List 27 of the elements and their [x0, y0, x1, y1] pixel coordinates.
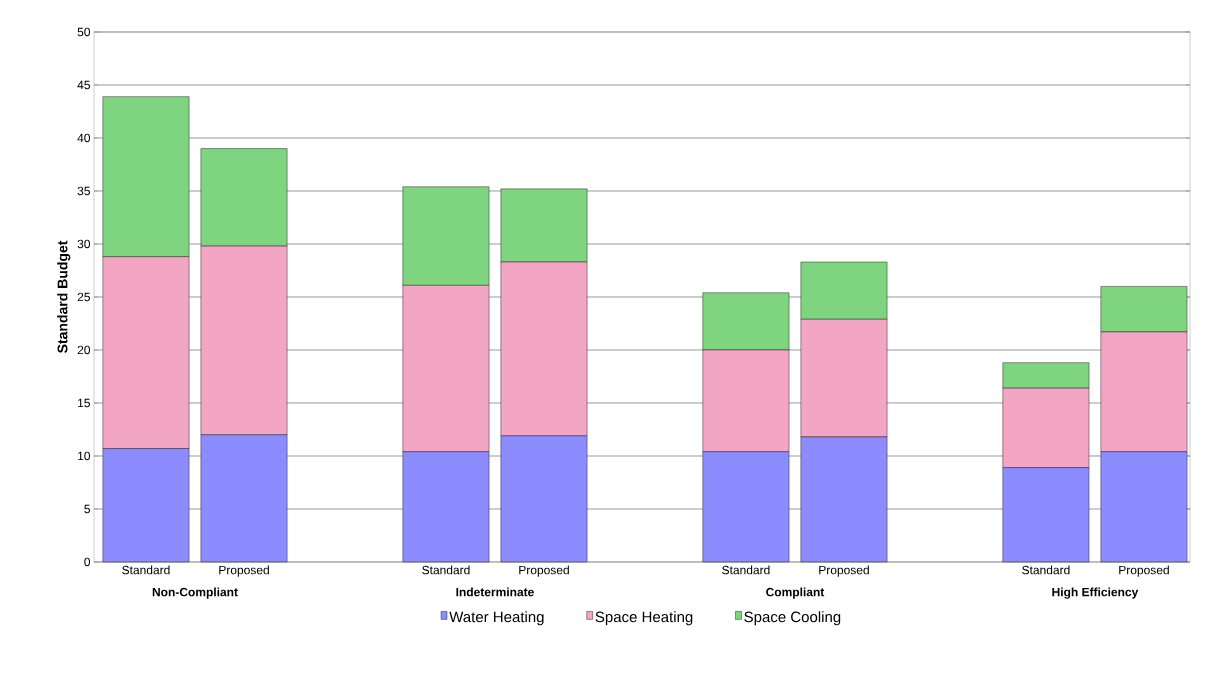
y-tick-label: 35: [77, 186, 90, 196]
x-tick-label: Standard: [422, 565, 470, 575]
x-tick-label: Standard: [1022, 565, 1070, 575]
text: Indeterminate: [456, 587, 534, 597]
y-tick-label: 10: [78, 451, 91, 461]
text: Compliant: [766, 587, 825, 599]
text: High Efficiency: [1052, 587, 1139, 599]
x-tick-label: Proposed: [219, 565, 269, 577]
x-tick-label: Proposed: [519, 565, 569, 577]
y-axis-title: Standard Budget: [57, 240, 71, 353]
x-tick-label: Proposed: [819, 565, 869, 577]
y-tick-label: 30: [77, 239, 91, 249]
text: Non-Compliant: [152, 587, 238, 599]
y-tick-label: 25: [77, 292, 90, 302]
y-tick-label: 5: [84, 504, 90, 514]
x-tick-label: Standard: [122, 565, 170, 575]
y-tick-label: 40: [77, 133, 91, 143]
y-tick-label: 0: [84, 557, 91, 567]
y-tick-label: 20: [77, 345, 91, 355]
x-tick-label: Proposed: [1119, 565, 1169, 577]
y-tick-label: 15: [78, 398, 90, 408]
y-tick-label: 45: [77, 80, 90, 90]
legend-label: Space Cooling: [744, 611, 841, 626]
y-tick-label: 50: [77, 27, 91, 37]
legend-label: Space Heating: [595, 611, 693, 626]
legend-label: Water Heating: [449, 611, 544, 626]
x-tick-label: Standard: [722, 565, 770, 575]
